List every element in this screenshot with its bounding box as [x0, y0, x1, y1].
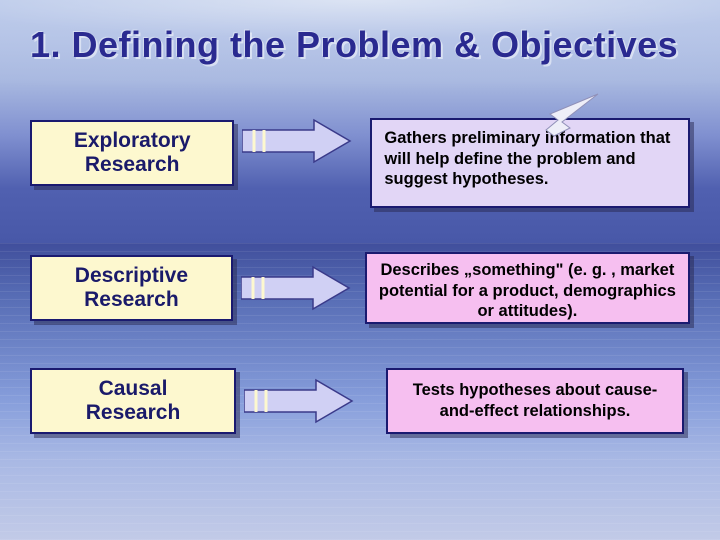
- descriptive-desc: Describes „something" (e. g. , market po…: [379, 261, 676, 320]
- pointer-arrow: [540, 90, 610, 145]
- pointer-shape: [546, 94, 598, 136]
- row-descriptive: Descriptive Research Describes „somethin…: [30, 252, 690, 324]
- rows-container: Exploratory Research Gathers preliminary…: [30, 118, 690, 434]
- exploratory-label-box: Exploratory Research: [30, 120, 234, 186]
- arrow-icon: [242, 118, 352, 164]
- row-causal: Causal Research Tests hypotheses about c…: [30, 368, 690, 434]
- page-title: 1. Defining the Problem & Objectives: [30, 24, 690, 66]
- causal-label: Causal Research: [86, 377, 181, 425]
- slide-content: 1. Defining the Problem & Objectives Exp…: [0, 0, 720, 540]
- descriptive-label: Descriptive Research: [75, 264, 188, 312]
- descriptive-label-box: Descriptive Research: [30, 255, 233, 321]
- causal-desc-box: Tests hypotheses about cause-and-effect …: [386, 368, 684, 434]
- exploratory-label: Exploratory Research: [74, 129, 191, 177]
- causal-label-box: Causal Research: [30, 368, 236, 434]
- descriptive-desc-box: Describes „something" (e. g. , market po…: [365, 252, 690, 324]
- exploratory-desc-box: Gathers preliminary information that wil…: [370, 118, 690, 208]
- exploratory-desc: Gathers preliminary information that wil…: [384, 129, 670, 188]
- arrow-icon: [241, 265, 351, 311]
- arrow-icon: [244, 378, 354, 424]
- causal-desc: Tests hypotheses about cause-and-effect …: [400, 380, 670, 421]
